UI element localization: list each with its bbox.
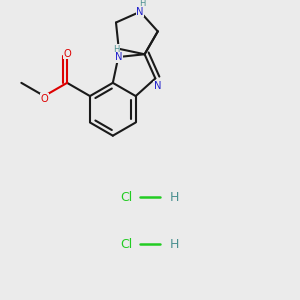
- Text: Cl: Cl: [120, 191, 132, 204]
- Text: N: N: [154, 81, 161, 91]
- Text: H: H: [113, 45, 120, 54]
- Text: Cl: Cl: [120, 238, 132, 251]
- Text: H: H: [169, 191, 179, 204]
- Text: H: H: [139, 0, 145, 8]
- Text: N: N: [115, 52, 122, 62]
- Text: H: H: [169, 238, 179, 251]
- Text: O: O: [40, 94, 48, 104]
- Text: N: N: [136, 7, 144, 17]
- Text: O: O: [63, 49, 71, 58]
